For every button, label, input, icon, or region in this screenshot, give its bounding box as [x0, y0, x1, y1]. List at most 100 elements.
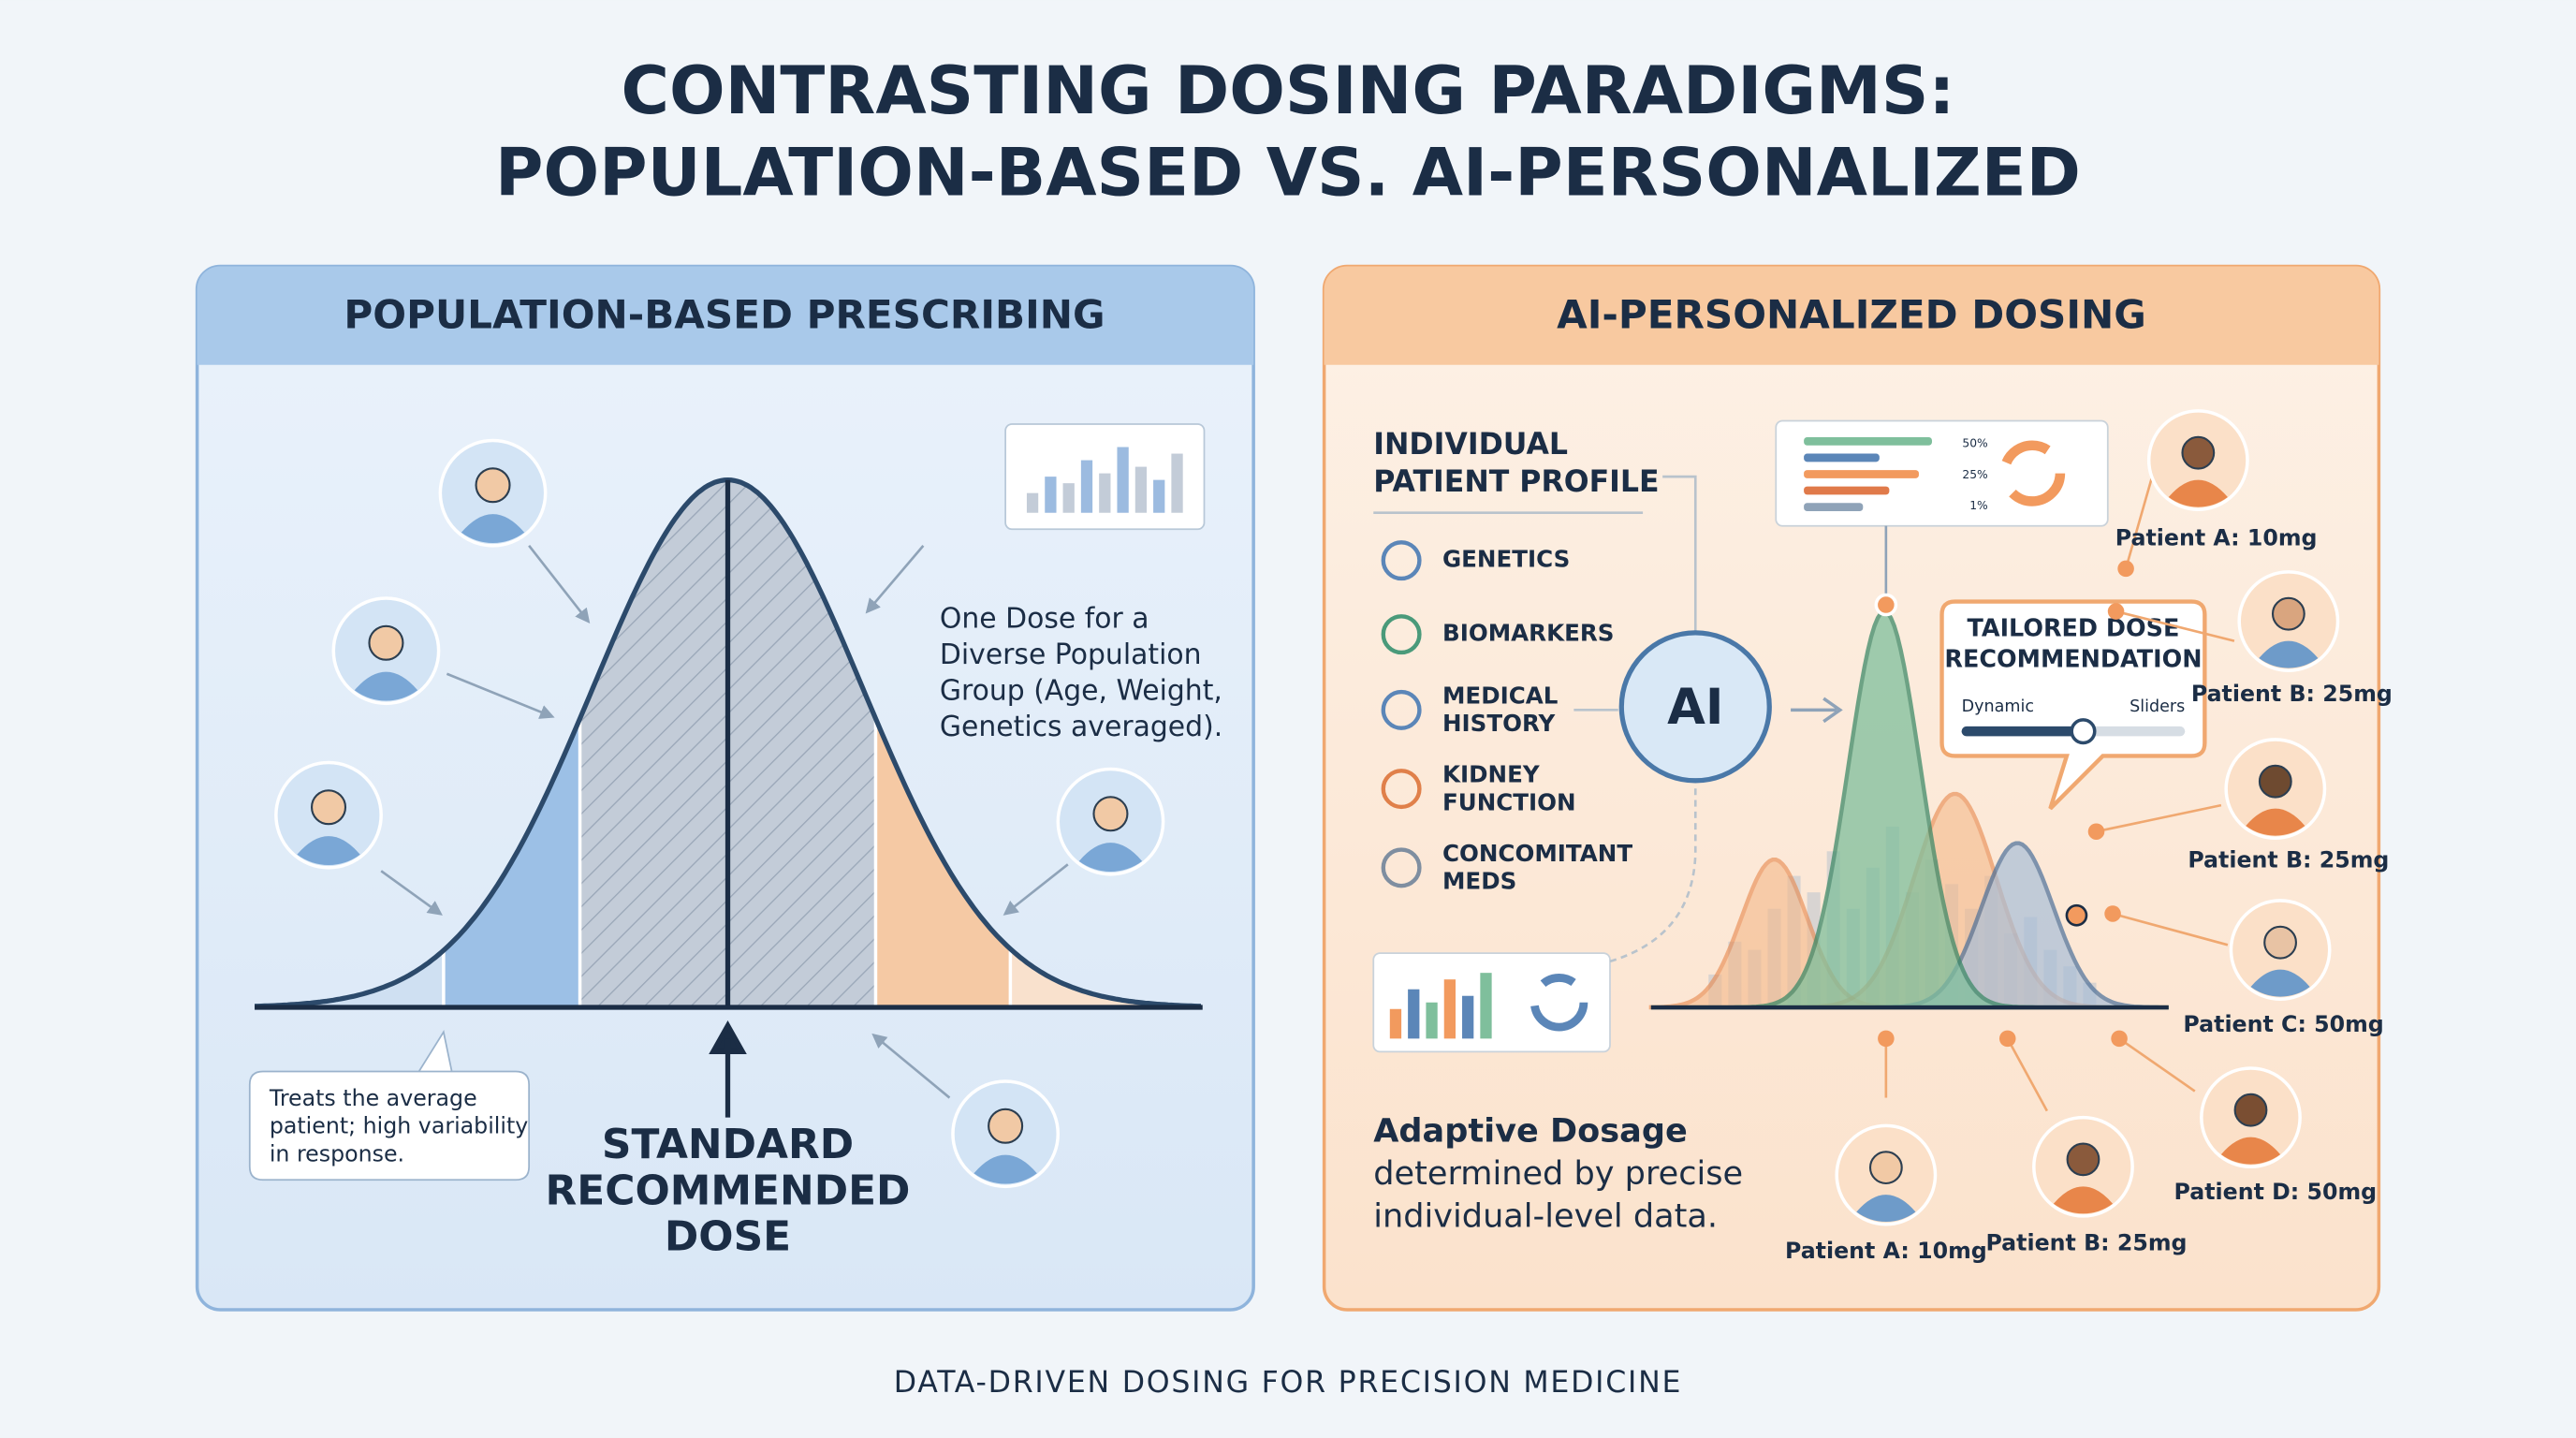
avatar-head	[2233, 1093, 2268, 1127]
factor-label: CONCOMITANT	[1442, 840, 1632, 867]
recommendation-title: TAILORED DOSE	[1968, 613, 2180, 641]
patient-label: Patient A: 10mg	[2115, 524, 2318, 550]
right-header	[1324, 266, 2379, 365]
footer: DATA-DRIVEN DOSING FOR PRECISION MEDICIN…	[894, 1366, 1682, 1400]
mini-bar	[1462, 995, 1474, 1039]
factor-icon	[1381, 689, 1422, 730]
patient-label: Patient B: 25mg	[2188, 846, 2389, 873]
dist-marker	[2065, 903, 2088, 927]
recommendation-box	[1939, 599, 2207, 811]
widget-label: 25%	[1962, 468, 1987, 481]
factor-label: BIOMARKERS	[1442, 620, 1615, 647]
panel-title: POPULATION-BASED PRESCRIBING	[344, 291, 1105, 337]
pointer	[1003, 863, 1069, 916]
curve-region	[1010, 948, 1203, 1008]
mini-bar	[1480, 973, 1492, 1039]
ai-label: AI	[1667, 679, 1723, 736]
patient-link	[2096, 803, 2222, 833]
callout-box	[248, 1030, 531, 1181]
slider-label: Dynamic	[1962, 697, 2034, 716]
description: Genetics averaged).	[940, 711, 1222, 743]
ai-brain	[1618, 630, 1772, 784]
left-header	[197, 266, 1254, 365]
avatar-head	[310, 789, 347, 826]
mini-bar	[1062, 483, 1075, 513]
link-node	[2107, 603, 2125, 620]
avatar-body	[297, 836, 360, 866]
panel-title: AI-PERSONALIZED DOSING	[1557, 291, 2146, 337]
ai-arrow	[1791, 697, 1843, 724]
factor-label: GENETICS	[1442, 546, 1570, 573]
patient-link	[2124, 476, 2154, 569]
factor-icon	[1381, 614, 1422, 655]
patient-label: Patient C: 50mg	[2183, 1011, 2383, 1037]
pointer	[380, 870, 443, 916]
patient-label: Patient D: 50mg	[2174, 1179, 2377, 1205]
summary-title: Adaptive Dosage	[1373, 1111, 1688, 1150]
avatar-head	[2181, 435, 2216, 470]
main-title: POPULATION-BASED VS. AI-PERSONALIZED	[495, 135, 2081, 212]
avatar-head	[1868, 1151, 1903, 1185]
pointer	[446, 672, 555, 719]
pointer	[865, 544, 925, 614]
avatar-body	[2220, 1137, 2281, 1165]
avatar-head	[2258, 764, 2292, 799]
widget-bar	[1804, 486, 1890, 495]
pointer	[871, 1033, 951, 1099]
avatar-head	[988, 1108, 1024, 1144]
pointer	[528, 545, 591, 624]
callout-text: Treats the average	[269, 1085, 477, 1111]
avatar-head	[2066, 1142, 2100, 1177]
link-node	[2087, 823, 2105, 840]
link-node	[1878, 1030, 1895, 1048]
widget-bar	[1804, 470, 1919, 478]
summary-text: determined by precise	[1373, 1154, 1743, 1193]
dose-label: DOSE	[665, 1212, 791, 1260]
main-title: CONTRASTING DOSING PARADIGMS:	[621, 52, 1954, 129]
avatar-body	[2250, 969, 2310, 997]
profile-rule	[1373, 475, 1697, 658]
mini-bar	[1099, 473, 1111, 513]
patient-label: Patient B: 25mg	[2191, 681, 2393, 707]
patient-label: Patient A: 10mg	[1785, 1238, 1987, 1264]
factor-icon	[1381, 847, 1422, 888]
mini-bar	[1045, 477, 1057, 513]
description: Diverse Population	[940, 638, 1202, 671]
link-node	[2111, 1030, 2128, 1048]
link-node	[2117, 560, 2134, 578]
avatar-body	[1078, 843, 1143, 873]
connector	[1609, 785, 1697, 963]
link-node	[1998, 1030, 2016, 1048]
widget-bar	[1804, 437, 1932, 446]
mini-bar	[1408, 989, 1420, 1039]
factor-icon	[1381, 769, 1422, 810]
avatar-body	[461, 514, 525, 544]
patient-link	[2112, 912, 2229, 946]
avatar-head	[1092, 796, 1129, 832]
avatar-head	[2271, 596, 2305, 631]
description: One Dose for a	[940, 602, 1149, 635]
factor-label: HISTORY	[1442, 710, 1557, 737]
mini-donut	[1530, 974, 1588, 1032]
description: Group (Age, Weight,	[940, 675, 1222, 708]
slider-fill	[1961, 726, 2084, 737]
profile-title: PATIENT PROFILE	[1373, 465, 1659, 499]
factor-label: MEDICAL	[1442, 682, 1558, 709]
callout-text: in response.	[270, 1140, 404, 1167]
mini-bar	[1443, 979, 1456, 1039]
curve-region	[255, 951, 444, 1008]
patient-link	[2006, 1037, 2049, 1112]
widget-bar	[1804, 503, 1864, 511]
avatar-body	[2259, 640, 2319, 668]
callout-text: patient; high variability	[270, 1113, 528, 1139]
content: CONTRASTING DOSING PARADIGMS:POPULATION-…	[248, 52, 2393, 1400]
summary-text: individual-level data.	[1373, 1197, 1718, 1236]
dist-marker	[1874, 593, 1898, 617]
dose-arrow	[709, 1020, 747, 1118]
link-node	[2104, 905, 2121, 922]
slider-label: Sliders	[2130, 697, 2185, 716]
factor-icon	[1381, 540, 1422, 581]
avatar-head	[368, 624, 404, 661]
